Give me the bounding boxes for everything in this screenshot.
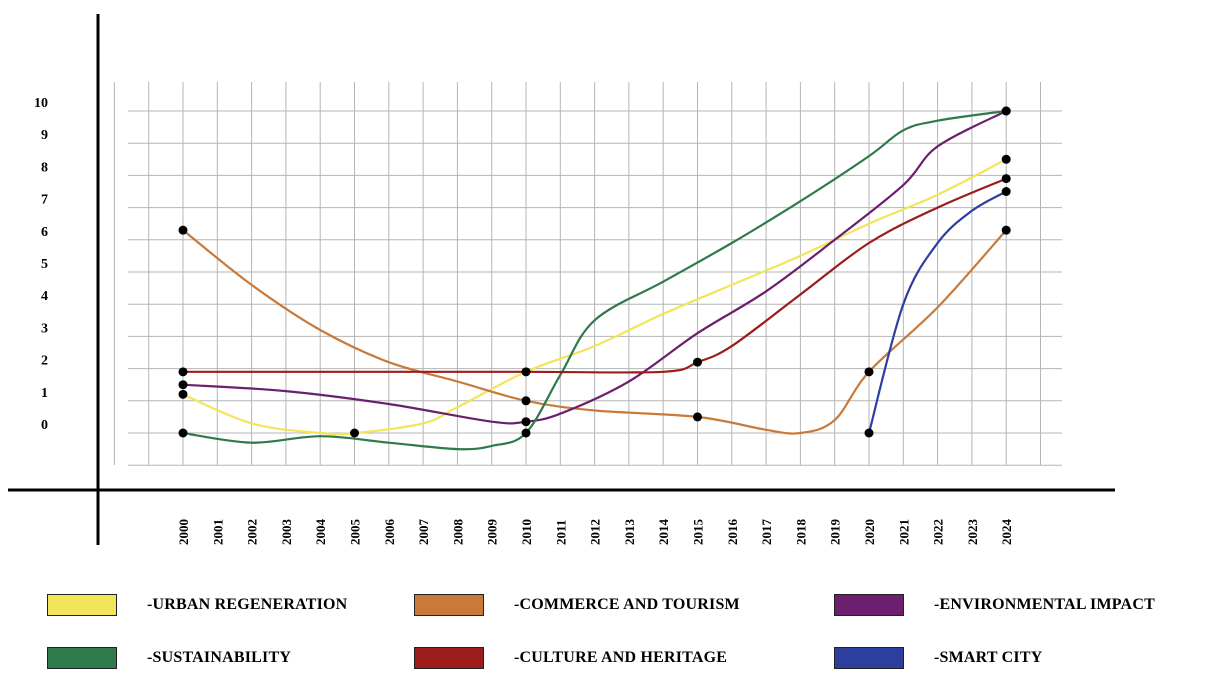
legend-label: -SUSTAINABILITY (147, 649, 292, 666)
data-point-marker (1001, 154, 1011, 164)
data-point-marker (350, 428, 359, 438)
data-point-marker (693, 357, 702, 367)
y-tick-label: 5 (41, 257, 48, 272)
data-point-marker (521, 396, 531, 406)
data-point-marker (521, 428, 531, 438)
x-tick-label: 2009 (485, 519, 500, 546)
y-axis-ticks: 0 1 2 3 4 5 6 7 8 9 10 (34, 96, 48, 433)
x-tick-label: 2014 (656, 519, 671, 546)
x-tick-label: 2007 (416, 519, 431, 546)
x-tick-label: 2006 (382, 519, 397, 546)
data-point-marker (864, 428, 874, 438)
x-axis-ticks: 2000 2001 2002 2003 2004 2005 2006 2007 2008 2009… (176, 519, 1014, 546)
series-line (182, 158, 1007, 436)
legend-label: -ENVIRONMENTAL IMPACT (934, 596, 1155, 613)
x-tick-label: 2005 (348, 519, 363, 546)
x-tick-label: 2000 (176, 519, 191, 545)
legend-swatch (47, 594, 117, 616)
y-tick-label: 8 (41, 160, 48, 175)
series-line (182, 110, 1007, 425)
legend-label: -CULTURE AND HERITAGE (514, 649, 728, 666)
x-tick-label: 2008 (450, 519, 465, 546)
chart-markers (178, 106, 1011, 438)
data-point-marker (178, 225, 188, 235)
y-tick-label: 6 (41, 225, 48, 240)
x-tick-label: 2013 (622, 519, 637, 546)
chart-axes (8, 14, 1115, 545)
legend-item: -URBAN REGENERATION (47, 594, 347, 616)
data-point-marker (178, 367, 188, 377)
legend-item: -SMART CITY (834, 647, 1042, 669)
data-point-marker (693, 412, 702, 422)
data-point-marker (178, 428, 188, 438)
chart-grid (113, 82, 1062, 466)
x-tick-label: 2018 (793, 519, 808, 546)
y-tick-label: 7 (41, 193, 48, 208)
y-tick-label: 0 (41, 418, 48, 433)
data-point-marker (521, 417, 531, 427)
x-tick-label: 2021 (896, 519, 911, 545)
series-line (867, 190, 1007, 434)
data-point-marker (178, 380, 188, 390)
data-point-marker (178, 389, 188, 399)
data-point-marker (1001, 225, 1011, 235)
x-tick-label: 2001 (210, 519, 225, 545)
x-tick-label: 2004 (313, 519, 328, 546)
data-point-marker (864, 367, 874, 377)
y-tick-label: 10 (34, 96, 48, 111)
x-tick-label: 2017 (759, 519, 774, 546)
x-tick-label: 2003 (279, 519, 294, 546)
legend-item: -CULTURE AND HERITAGE (414, 647, 727, 669)
data-point-marker (1001, 106, 1011, 116)
x-tick-label: 2020 (862, 519, 877, 545)
x-tick-label: 2015 (691, 519, 706, 546)
legend-item: -SUSTAINABILITY (47, 647, 291, 669)
y-tick-label: 9 (41, 128, 48, 143)
x-tick-label: 2011 (553, 520, 568, 545)
x-tick-label: 2016 (725, 519, 740, 546)
x-tick-label: 2010 (519, 519, 534, 545)
legend-swatch (834, 647, 904, 669)
legend-label: -COMMERCE AND TOURISM (514, 596, 740, 613)
data-point-marker (1001, 174, 1011, 184)
y-tick-label: 2 (41, 354, 48, 369)
x-tick-label: 2022 (931, 519, 946, 545)
data-point-marker (1001, 187, 1011, 196)
x-tick-label: 2002 (245, 519, 260, 545)
y-tick-label: 4 (41, 289, 48, 304)
legend-swatch (414, 594, 484, 616)
y-tick-label: 3 (41, 321, 48, 336)
legend-item: -COMMERCE AND TOURISM (414, 594, 740, 616)
y-tick-label: 1 (41, 386, 48, 401)
legend-swatch (414, 647, 484, 669)
legend-swatch (834, 594, 904, 616)
x-tick-label: 2023 (965, 519, 980, 546)
legend-swatch (47, 647, 117, 669)
series-line (182, 109, 1007, 451)
data-point-marker (521, 367, 531, 377)
legend-item: -ENVIRONMENTAL IMPACT (834, 594, 1155, 616)
x-tick-label: 2012 (588, 519, 603, 545)
legend-label: -SMART CITY (934, 649, 1043, 666)
legend-label: -URBAN REGENERATION (147, 596, 348, 613)
x-tick-label: 2024 (999, 519, 1014, 545)
x-tick-label: 2019 (828, 519, 843, 546)
